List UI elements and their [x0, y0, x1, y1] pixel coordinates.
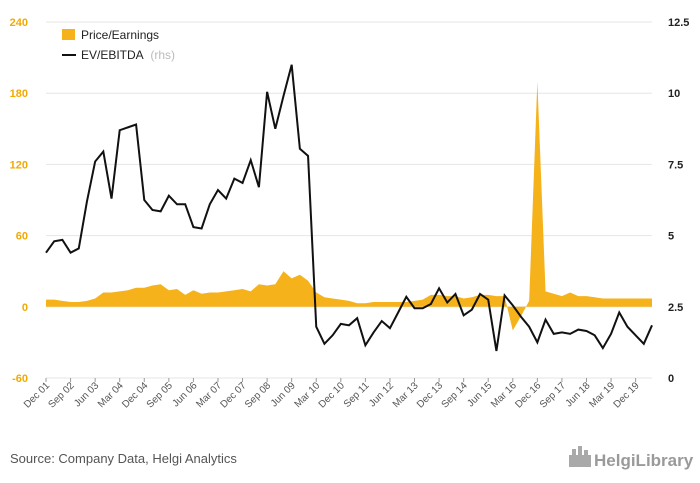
library-skyline-icon: [569, 446, 591, 467]
right-axis-ticks: 12.5 10 7.5 5 2.5 0: [668, 17, 689, 385]
left-tick-label: 240: [10, 17, 28, 29]
legend-label-ev-ebitda: EV/EBITDA (rhs): [81, 48, 175, 62]
x-tick-label: Dec 07: [218, 380, 248, 410]
x-tick-label: Sep 11: [342, 380, 372, 410]
x-tick-label: Sep 17: [538, 380, 568, 410]
x-tick-label: Mar 10: [293, 380, 323, 410]
x-tick-label: Dec 16: [513, 380, 543, 410]
x-tick-label: Jun 09: [269, 380, 298, 409]
x-tick-label: Jun 12: [367, 380, 396, 409]
right-tick-label: 7.5: [668, 159, 683, 171]
x-tick-label: Jun 03: [72, 380, 101, 409]
legend: Price/Earnings EV/EBITDA (rhs): [62, 28, 175, 62]
price-earnings-area-path: [46, 81, 652, 331]
x-tick-label: Jun 18: [564, 380, 593, 409]
legend-swatch-price-earnings: [62, 29, 75, 40]
left-tick-label: 180: [10, 88, 28, 100]
x-tick-label: Jun 06: [171, 380, 200, 409]
right-tick-label: 0: [668, 373, 674, 385]
x-tick-label: Sep 08: [243, 380, 273, 410]
right-tick-label: 12.5: [668, 17, 689, 29]
legend-label-ev-ebitda-name: EV/EBITDA: [81, 48, 144, 62]
x-tick-label: Sep 02: [46, 380, 76, 410]
x-tick-label: Mar 04: [96, 380, 126, 410]
ev-ebitda-line: [45, 64, 653, 352]
logo-text: HelgiLibrary: [594, 451, 694, 470]
x-tick-label: Mar 16: [489, 380, 519, 410]
left-tick-label: 0: [22, 302, 28, 314]
legend-label-price-earnings: Price/Earnings: [81, 28, 159, 42]
right-tick-label: 10: [668, 88, 680, 100]
x-tick-label: Jun 15: [465, 380, 494, 409]
x-tick-label: Dec 19: [612, 380, 642, 410]
right-tick-label: 2.5: [668, 302, 683, 314]
legend-label-ev-ebitda-suffix: (rhs): [150, 48, 175, 62]
ev-ebitda-polyline: [45, 64, 653, 352]
footer-source: Source: Company Data, Helgi Analytics: [10, 451, 237, 466]
x-tick-label: Dec 04: [120, 380, 150, 410]
helgi-library-logo: HelgiLibrary: [569, 446, 694, 470]
x-tick-label: Dec 13: [415, 380, 445, 410]
left-tick-label: -60: [12, 373, 28, 385]
left-tick-label: 60: [16, 231, 28, 243]
x-tick-label: Sep 14: [440, 380, 470, 410]
price-earnings-area: [46, 81, 652, 331]
right-tick-label: 5: [668, 231, 674, 243]
left-tick-label: 120: [10, 159, 28, 171]
x-tick-label: Sep 05: [145, 380, 175, 410]
left-axis-ticks: 240 180 120 60 0 -60: [10, 17, 28, 385]
x-tick-label: Dec 10: [317, 380, 347, 410]
x-tick-label: Mar 07: [194, 380, 224, 410]
x-tick-label: Mar 13: [391, 380, 421, 410]
x-tick-label: Mar 19: [587, 380, 617, 410]
